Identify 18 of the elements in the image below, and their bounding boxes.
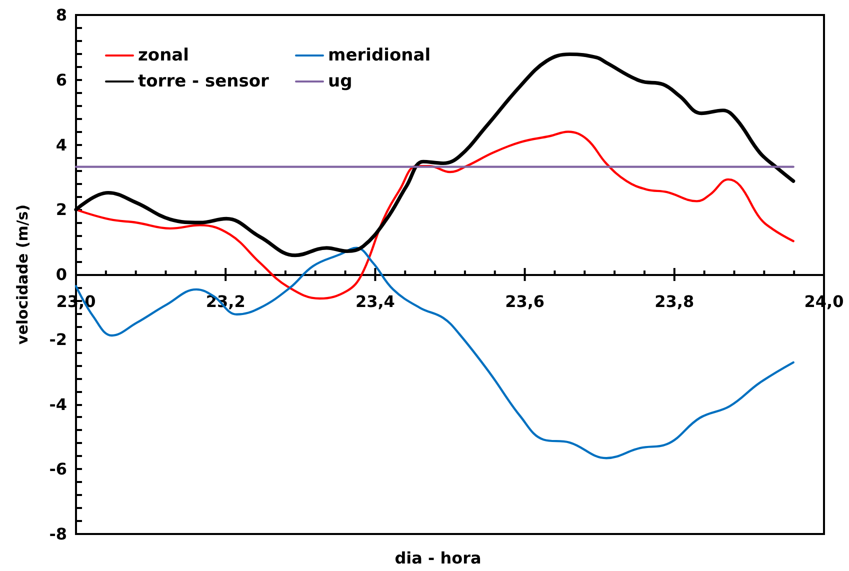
y-tick-label: 8 [56, 6, 67, 24]
x-tick-label: 23,6 [505, 292, 545, 311]
y-tick-label: 2 [56, 200, 67, 220]
y-tick-label: -4 [49, 394, 67, 414]
y-tick-label: -6 [49, 460, 67, 479]
legend-label: ug [328, 72, 352, 92]
y-tick-label: 4 [56, 135, 67, 154]
x-tick-label: 23,8 [654, 292, 694, 311]
x-axis-title: dia - hora [394, 548, 482, 568]
legend-label: meridional [328, 46, 431, 66]
y-tick-label: 6 [56, 70, 67, 90]
y-tick-label: -2 [49, 330, 67, 349]
legend-label: torre - sensor [138, 72, 270, 92]
y-tick-label: 0 [56, 265, 67, 284]
y-axis-title: velocidade (m/s) [14, 204, 32, 345]
x-tick-label: 23,4 [355, 292, 395, 311]
y-tick-label: -8 [49, 524, 67, 544]
legend-label: zonal [138, 46, 189, 66]
